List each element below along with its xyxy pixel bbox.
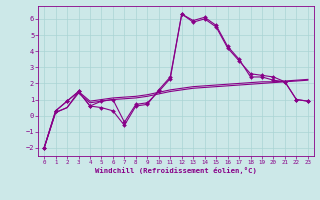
X-axis label: Windchill (Refroidissement éolien,°C): Windchill (Refroidissement éolien,°C) bbox=[95, 167, 257, 174]
